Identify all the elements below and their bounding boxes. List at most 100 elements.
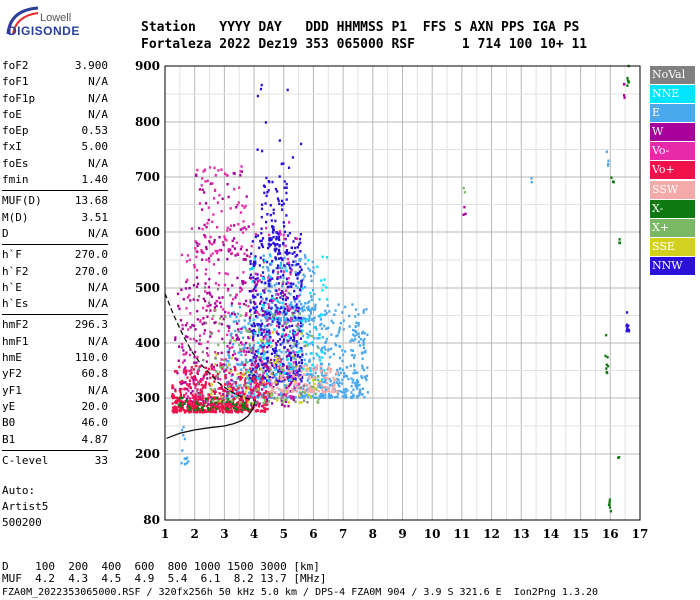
echo-mark bbox=[363, 368, 366, 372]
echo-mark bbox=[308, 375, 311, 378]
echo-mark bbox=[295, 237, 298, 241]
echo-mark bbox=[273, 361, 276, 364]
echo-mark bbox=[353, 369, 356, 372]
echo-mark bbox=[322, 283, 325, 287]
echo-mark bbox=[237, 351, 240, 354]
echo-mark bbox=[237, 401, 240, 404]
echo-mark bbox=[291, 324, 294, 328]
echo-mark bbox=[181, 449, 184, 452]
echo-mark bbox=[255, 364, 258, 367]
echo-mark bbox=[238, 305, 242, 309]
echo-mark bbox=[291, 156, 294, 159]
echo-mark bbox=[320, 347, 323, 351]
param-key: foEs bbox=[2, 156, 29, 170]
echo-mark bbox=[231, 312, 234, 315]
echo-mark bbox=[264, 351, 267, 355]
echo-mark bbox=[219, 301, 222, 305]
echo-mark bbox=[208, 260, 211, 263]
echo-mark bbox=[252, 389, 255, 392]
echo-mark bbox=[211, 317, 214, 320]
echo-mark bbox=[294, 264, 297, 267]
echo-mark bbox=[254, 295, 257, 299]
echo-mark bbox=[287, 309, 291, 312]
echo-mark bbox=[246, 254, 249, 257]
echo-mark bbox=[295, 253, 299, 257]
echo-mark bbox=[263, 316, 267, 319]
echo-mark bbox=[253, 311, 256, 314]
echo-mark bbox=[204, 381, 207, 384]
echo-mark bbox=[220, 305, 223, 309]
echo-mark bbox=[328, 377, 331, 381]
echo-mark bbox=[199, 393, 203, 397]
echo-mark bbox=[247, 387, 250, 390]
echo-mark bbox=[321, 351, 324, 354]
echo-mark bbox=[339, 322, 342, 325]
echo-mark bbox=[287, 318, 290, 321]
echo-mark bbox=[316, 384, 319, 387]
param-value: N/A bbox=[88, 107, 108, 121]
param-value: N/A bbox=[88, 91, 108, 105]
echo-mark bbox=[305, 332, 309, 335]
echo-mark bbox=[212, 398, 215, 401]
true-height-profile-line bbox=[166, 400, 257, 439]
echo-mark bbox=[206, 222, 209, 225]
echo-mark bbox=[292, 332, 295, 335]
echo-mark bbox=[267, 342, 270, 345]
echo-mark bbox=[202, 358, 205, 362]
echo-mark bbox=[231, 373, 234, 376]
echo-mark bbox=[310, 367, 313, 371]
echo-mark bbox=[324, 371, 327, 375]
echo-mark bbox=[213, 166, 216, 170]
echo-mark bbox=[238, 401, 241, 404]
echo-mark bbox=[233, 237, 236, 240]
echo-mark bbox=[281, 367, 284, 370]
echo-mark bbox=[299, 337, 302, 340]
echo-mark bbox=[278, 288, 281, 291]
param-value: 5.00 bbox=[81, 140, 109, 154]
echo-mark bbox=[186, 376, 189, 379]
echo-mark bbox=[178, 389, 181, 392]
echo-mark bbox=[273, 358, 276, 362]
echo-mark bbox=[253, 379, 256, 382]
echo-mark bbox=[277, 366, 280, 370]
echo-mark bbox=[352, 372, 355, 375]
echo-mark bbox=[191, 323, 194, 327]
echo-mark bbox=[267, 306, 270, 309]
echo-mark bbox=[463, 205, 466, 209]
legend-item-vo-: Vo- bbox=[650, 142, 695, 161]
echo-mark bbox=[224, 358, 227, 361]
echo-mark bbox=[191, 400, 195, 403]
echo-mark bbox=[214, 249, 217, 253]
echo-mark bbox=[278, 358, 281, 362]
echo-mark bbox=[278, 249, 281, 253]
echo-mark bbox=[225, 397, 228, 400]
echo-mark bbox=[215, 353, 218, 356]
echo-mark bbox=[364, 377, 367, 380]
echo-mark bbox=[194, 328, 197, 331]
echo-mark bbox=[279, 261, 283, 264]
echo-mark bbox=[212, 374, 215, 377]
echo-mark bbox=[189, 402, 192, 406]
echo-mark bbox=[203, 223, 206, 227]
echo-mark bbox=[239, 302, 242, 305]
echo-mark bbox=[361, 387, 364, 390]
echo-mark bbox=[283, 270, 286, 273]
echo-mark bbox=[338, 356, 342, 360]
param-row-foes: foEs N/A bbox=[2, 156, 108, 172]
echo-mark bbox=[243, 379, 247, 382]
echo-mark bbox=[604, 354, 607, 358]
echo-mark bbox=[313, 336, 316, 340]
echo-mark bbox=[255, 305, 258, 309]
echo-mark bbox=[627, 324, 630, 327]
echo-mark bbox=[298, 401, 301, 404]
echo-mark bbox=[196, 388, 199, 391]
echo-mark bbox=[264, 335, 267, 339]
echo-mark bbox=[288, 325, 291, 328]
echo-mark bbox=[625, 323, 628, 326]
echo-mark bbox=[237, 391, 240, 395]
echo-mark bbox=[256, 234, 260, 237]
echo-mark bbox=[263, 289, 266, 292]
echo-mark bbox=[243, 401, 246, 405]
echo-mark bbox=[308, 330, 311, 333]
